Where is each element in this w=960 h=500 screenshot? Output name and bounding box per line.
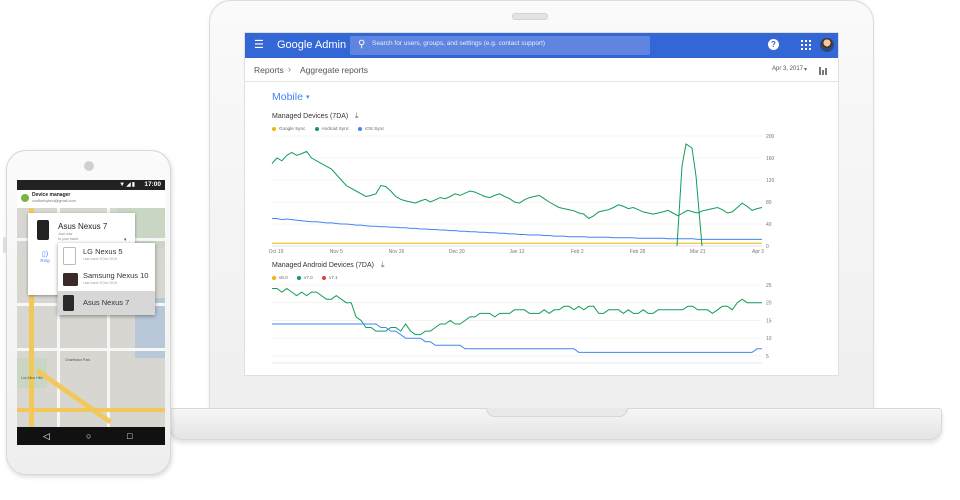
legend-item: v6.0 bbox=[272, 275, 288, 280]
tablet-icon bbox=[37, 220, 49, 240]
y-tick-label: 25 bbox=[766, 283, 772, 289]
chart-title: Managed Devices (7DA) bbox=[272, 113, 349, 120]
chevron-down-icon[interactable]: ▾ bbox=[124, 237, 127, 243]
y-tick-label: 200 bbox=[766, 134, 775, 140]
series-spike bbox=[676, 143, 703, 247]
x-tick-label: Feb 2 bbox=[571, 249, 584, 255]
x-tick-label: Nov 26 bbox=[389, 249, 405, 255]
legend-item: Google Sync bbox=[272, 126, 305, 131]
legend-item: iOS Sync bbox=[358, 126, 384, 131]
ring-label: Ring bbox=[40, 258, 50, 263]
date-picker[interactable]: Apr 3, 2017 bbox=[772, 66, 804, 72]
account-email[interactable]: coolfonhybrid@gmail.com bbox=[32, 199, 76, 203]
x-tick-label: Dec 20 bbox=[449, 249, 465, 255]
dropdown-item-meta: Last used: 5 Dec 2015 bbox=[83, 281, 117, 285]
device-last-seen: Just now bbox=[58, 232, 73, 236]
series-line-v6-0 bbox=[272, 323, 762, 353]
download-icon[interactable]: ⤓ bbox=[355, 111, 359, 120]
phone-icon bbox=[63, 247, 76, 265]
home-icon[interactable]: ○ bbox=[86, 431, 92, 441]
y-tick-label: 5 bbox=[766, 354, 769, 360]
x-tick-label: Mar 21 bbox=[690, 249, 706, 255]
y-tick-label: 10 bbox=[766, 336, 772, 342]
y-tick-label: 40 bbox=[766, 222, 772, 228]
device-dropdown: LG Nexus 5 Last used: 5 Dec 2015 Samsung… bbox=[58, 243, 155, 315]
navigation-bar: ◁ ○ □ bbox=[17, 427, 165, 445]
phone-speaker bbox=[84, 161, 94, 171]
dropdown-item[interactable]: LG Nexus 5 Last used: 5 Dec 2015 bbox=[58, 243, 155, 267]
back-icon[interactable]: ◁ bbox=[43, 431, 50, 441]
managed-devices-chart: 0 40 80 120 160 200 Oct 19 Nov 5 Nov 26 Dec 20 Jan… bbox=[269, 134, 775, 255]
series-line-ios-sync bbox=[272, 218, 762, 240]
status-icons: ▼◢▮ bbox=[119, 182, 136, 188]
dropdown-item-meta: Last used: 5 Dec 2015 bbox=[83, 257, 117, 261]
ring-button[interactable]: ▯) Ring bbox=[38, 250, 52, 263]
search-bar[interactable]: ⚲ Search for users, groups, and settings… bbox=[350, 36, 650, 55]
dropdown-item-name: Samsung Nexus 10 bbox=[83, 271, 149, 280]
y-tick-label: 0 bbox=[766, 244, 769, 250]
admin-console-screen: ☰ Google Admin ⚲ Search for users, group… bbox=[244, 32, 839, 376]
series-line-v7-0 bbox=[272, 287, 762, 336]
chart-legend: v6.0 v7.0 v7.1 bbox=[272, 275, 346, 281]
device-name: Asus Nexus 7 bbox=[58, 222, 108, 231]
chart-title: Managed Android Devices (7DA) bbox=[272, 262, 374, 269]
hamburger-menu-icon[interactable]: ☰ bbox=[254, 39, 264, 51]
x-tick-label: Nov 5 bbox=[330, 249, 343, 255]
x-tick-label: Oct 19 bbox=[269, 249, 284, 255]
android-devices-chart: 5 10 15 20 25 bbox=[272, 283, 772, 364]
chevron-down-icon[interactable]: ▾ bbox=[306, 94, 310, 101]
bar-chart-icon[interactable] bbox=[819, 67, 827, 75]
device-manager-logo-icon bbox=[21, 194, 29, 202]
laptop-camera bbox=[512, 13, 548, 20]
x-tick-label: Apr 3 bbox=[752, 249, 764, 255]
map-label: Charleston Park bbox=[65, 358, 91, 362]
help-icon[interactable]: ? bbox=[768, 39, 779, 50]
x-tick-label: Feb 28 bbox=[630, 249, 646, 255]
dropdown-item-selected[interactable]: Asus Nexus 7 bbox=[58, 291, 155, 315]
brand-title[interactable]: Google Admin bbox=[277, 39, 347, 51]
legend-item: v7.0 bbox=[296, 275, 313, 280]
tablet-icon bbox=[63, 295, 74, 311]
dropdown-item-name: LG Nexus 5 bbox=[83, 247, 123, 256]
recents-icon[interactable]: □ bbox=[127, 431, 133, 441]
y-tick-label: 15 bbox=[766, 318, 772, 324]
y-tick-label: 120 bbox=[766, 178, 775, 184]
top-app-bar: ☰ Google Admin ⚲ Search for users, group… bbox=[245, 33, 838, 58]
dropdown-item-name: Asus Nexus 7 bbox=[83, 298, 130, 307]
breadcrumb: Reports › Aggregate reports Apr 3, 2017 … bbox=[245, 58, 838, 82]
breadcrumb-current: Aggregate reports bbox=[300, 65, 369, 75]
phone-side-button bbox=[3, 237, 6, 253]
breadcrumb-separator: › bbox=[288, 64, 291, 74]
chart-legend: Google Sync Android Sync iOS Sync bbox=[272, 126, 392, 132]
status-bar: ▼◢▮ 17:00 bbox=[17, 180, 165, 190]
y-tick-label: 160 bbox=[766, 156, 775, 162]
app-title: Device manager bbox=[32, 192, 71, 198]
apps-grid-icon[interactable] bbox=[801, 40, 811, 50]
search-icon: ⚲ bbox=[358, 39, 366, 50]
tablet-icon bbox=[63, 273, 78, 286]
device-location: In your hand bbox=[58, 237, 78, 241]
series-line-android-sync bbox=[271, 150, 763, 220]
laptop-notch bbox=[486, 408, 628, 417]
legend-item: v7.1 bbox=[321, 275, 338, 280]
ring-phone-icon: ▯) bbox=[41, 251, 49, 258]
section-title[interactable]: Mobile bbox=[272, 91, 303, 103]
avatar[interactable] bbox=[820, 38, 834, 52]
y-tick-label: 80 bbox=[766, 200, 772, 206]
map-label: Los Altos Hills bbox=[21, 376, 43, 380]
chevron-down-icon[interactable]: ▾ bbox=[804, 67, 808, 73]
search-placeholder[interactable]: Search for users, groups, and settings (… bbox=[372, 40, 546, 47]
download-icon[interactable]: ⤓ bbox=[381, 260, 385, 269]
breadcrumb-reports[interactable]: Reports bbox=[254, 65, 284, 75]
app-header: Device manager coolfonhybrid@gmail.com bbox=[17, 190, 165, 209]
x-tick-label: Jan 12 bbox=[509, 249, 524, 255]
status-time: 17:00 bbox=[144, 181, 161, 188]
legend-item: Android Sync bbox=[314, 126, 349, 131]
dropdown-item[interactable]: Samsung Nexus 10 Last used: 5 Dec 2015 bbox=[58, 267, 155, 291]
y-tick-label: 20 bbox=[766, 301, 772, 307]
